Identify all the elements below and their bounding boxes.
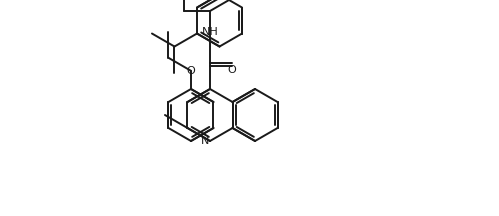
Text: N: N (201, 136, 209, 146)
Text: NH: NH (202, 27, 219, 37)
Text: O: O (228, 65, 237, 75)
Text: O: O (187, 66, 195, 76)
